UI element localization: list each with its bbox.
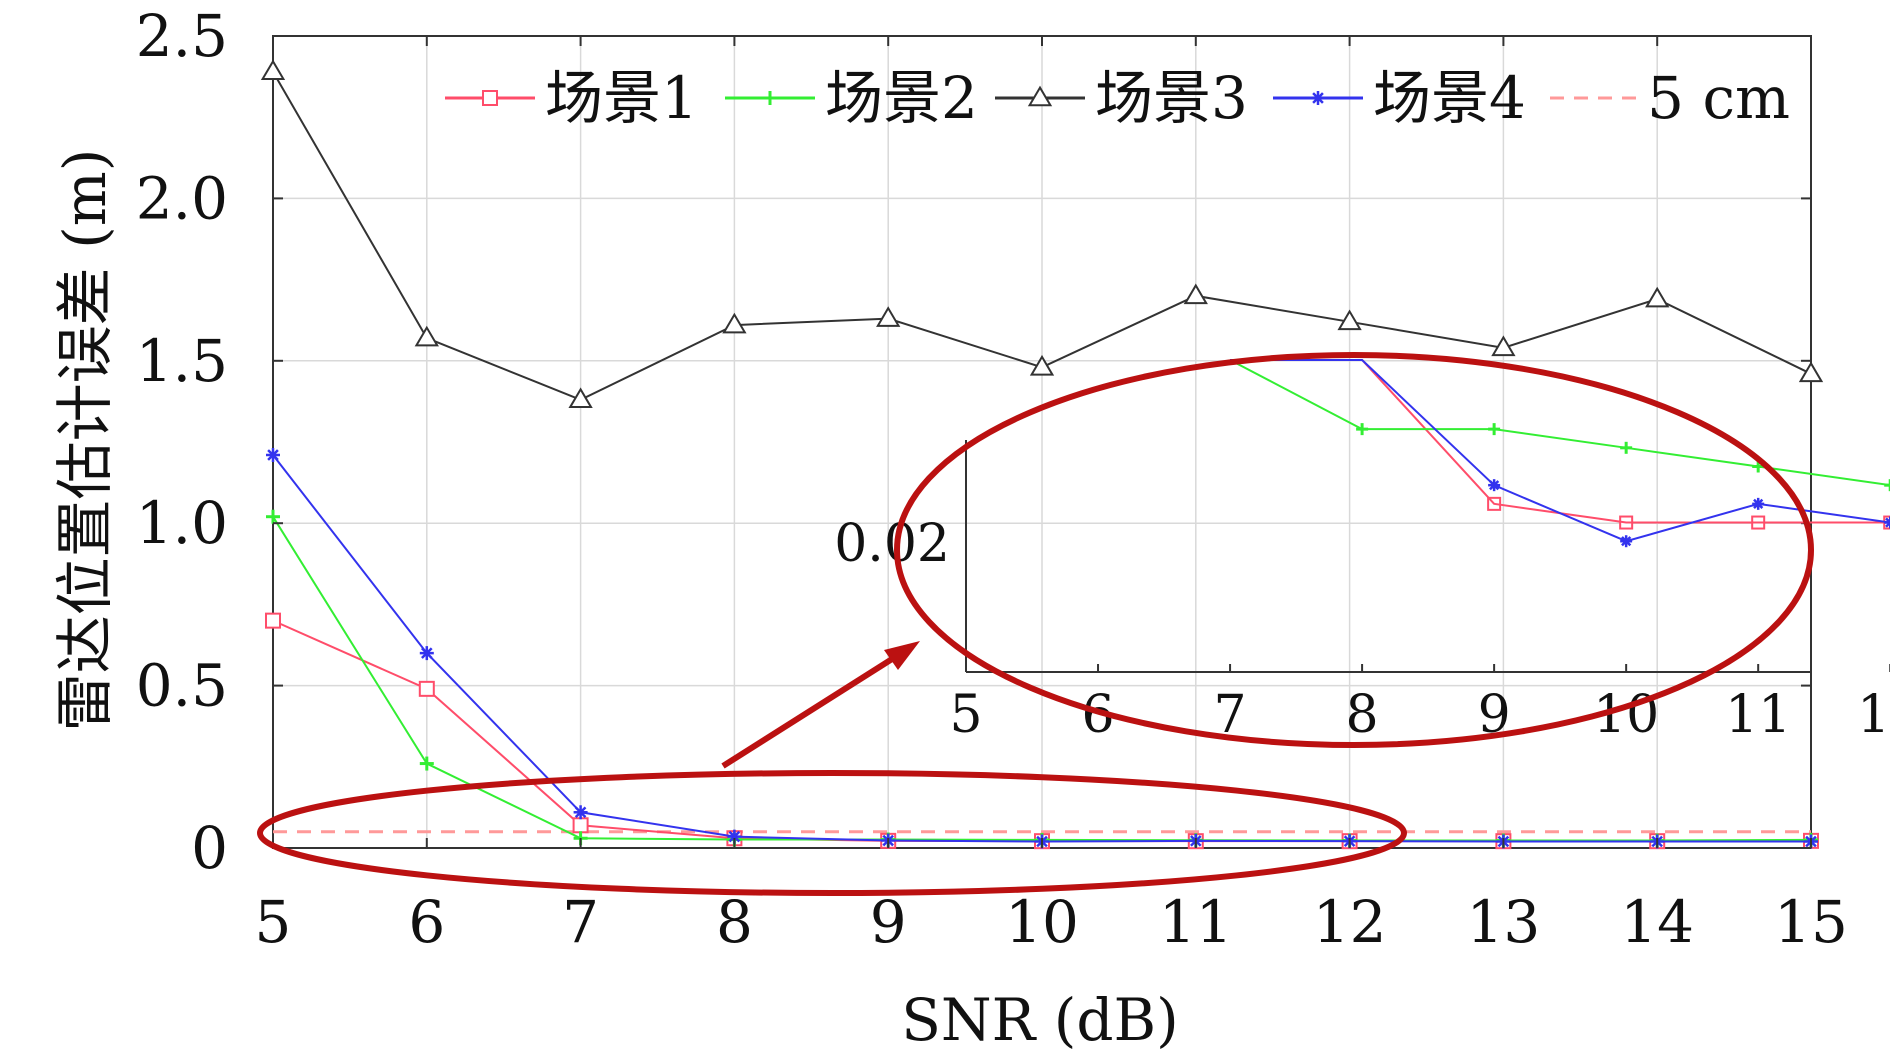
data-point-triangle bbox=[1183, 283, 1208, 305]
y-tick-label: 0.5 bbox=[136, 652, 228, 720]
legend-item: 场景1 bbox=[445, 64, 698, 132]
star-arm bbox=[1885, 517, 1890, 525]
inset-ticks: 567891011120.02 bbox=[834, 514, 1890, 745]
data-point-plus bbox=[266, 509, 280, 524]
x-tick-label: 6 bbox=[408, 888, 445, 956]
inset-series-line bbox=[1230, 359, 1890, 543]
data-point-plus bbox=[419, 756, 434, 771]
x-tick-label: 15 bbox=[1774, 888, 1848, 956]
data-point-triangle bbox=[1645, 286, 1670, 308]
data-point-plus bbox=[763, 91, 777, 105]
data-point-triangle bbox=[1027, 85, 1053, 107]
data-point-triangle bbox=[1798, 361, 1824, 383]
data-point-square bbox=[265, 612, 281, 629]
legend-label: 场景2 bbox=[825, 64, 978, 132]
x-axis-title: SNR (dB) bbox=[901, 986, 1179, 1054]
y-axis-title: 雷达位置估计误差 (m) bbox=[51, 149, 119, 732]
data-point-star bbox=[573, 805, 588, 820]
data-point-triangle bbox=[1029, 354, 1055, 376]
series-场景3 bbox=[260, 59, 1824, 409]
star-arm bbox=[421, 647, 433, 659]
y-tick-label: 1.0 bbox=[136, 489, 228, 557]
inset-series-场景2 bbox=[1229, 359, 1890, 492]
legend-item: 场景2 bbox=[725, 64, 978, 132]
data-point-triangle bbox=[1337, 309, 1362, 331]
data-point-triangle bbox=[568, 387, 593, 409]
data-point-triangle bbox=[414, 325, 439, 347]
x-tick-label: 14 bbox=[1620, 888, 1694, 956]
data-point-star bbox=[266, 447, 280, 462]
data-point-square bbox=[418, 680, 435, 697]
legend-item: 5 cm bbox=[1550, 64, 1790, 132]
x-tick-label: 9 bbox=[870, 888, 907, 956]
inset-series-场景1 bbox=[1230, 359, 1890, 530]
inset-x-tick-label: 11 bbox=[1725, 685, 1791, 745]
y-tick-label: 2.0 bbox=[136, 164, 228, 232]
star-arm bbox=[267, 449, 279, 461]
legend: 场景1 场景2 场景3 场景4 5 cm bbox=[445, 64, 1790, 132]
inset-series-场景4 bbox=[1230, 359, 1890, 548]
zoom-arrow-head bbox=[884, 641, 920, 670]
legend-item: 场景3 bbox=[995, 64, 1248, 132]
x-tick-label: 5 bbox=[255, 888, 292, 956]
data-point-triangle bbox=[722, 312, 747, 334]
star-arm bbox=[728, 830, 741, 843]
data-point-triangle bbox=[876, 306, 901, 327]
x-axis-ticks: 5 6 7 8 9 10 11 12 13 14 15 bbox=[255, 36, 1848, 956]
star-arm bbox=[1312, 92, 1324, 104]
inset-series-line bbox=[1230, 359, 1890, 524]
x-tick-label: 7 bbox=[562, 888, 599, 956]
y-tick-label: 1.5 bbox=[136, 327, 228, 395]
legend-label: 场景1 bbox=[545, 64, 698, 132]
zoom-region-ellipse bbox=[257, 770, 1407, 896]
y-tick-label: 2.5 bbox=[136, 2, 228, 70]
x-tick-label: 11 bbox=[1159, 888, 1233, 956]
inset-x-tick-label: 8 bbox=[1346, 685, 1379, 745]
data-point-star bbox=[419, 646, 434, 661]
data-point-triangle bbox=[1491, 335, 1516, 357]
inset-x-tick-label: 12 bbox=[1857, 685, 1890, 745]
data-point-triangle bbox=[260, 59, 286, 81]
star-arm bbox=[1885, 520, 1890, 528]
inset-series bbox=[1229, 359, 1890, 548]
inset-series-line bbox=[1229, 359, 1890, 487]
x-tick-label: 10 bbox=[1005, 888, 1079, 956]
inset-y-tick-label: 0.02 bbox=[834, 514, 950, 574]
inset-ellipse bbox=[894, 352, 1814, 748]
inset-x-tick-label: 5 bbox=[949, 685, 982, 745]
x-tick-label: 13 bbox=[1466, 888, 1540, 956]
legend-label: 5 cm bbox=[1647, 64, 1790, 132]
legend-label: 场景3 bbox=[1095, 64, 1248, 132]
x-tick-label: 8 bbox=[716, 888, 753, 956]
data-point-star bbox=[1311, 91, 1325, 105]
data-point-square bbox=[572, 817, 589, 834]
zoom-arrow-shaft bbox=[721, 651, 902, 769]
data-point-square bbox=[482, 90, 498, 106]
legend-label: 场景4 bbox=[1373, 64, 1526, 132]
legend-item: 场景4 bbox=[1273, 64, 1526, 132]
inset-plot: 567891011120.02 bbox=[834, 359, 1890, 745]
x-tick-label: 12 bbox=[1313, 888, 1387, 956]
y-tick-label: 0 bbox=[191, 814, 228, 882]
star-arm bbox=[574, 806, 587, 819]
